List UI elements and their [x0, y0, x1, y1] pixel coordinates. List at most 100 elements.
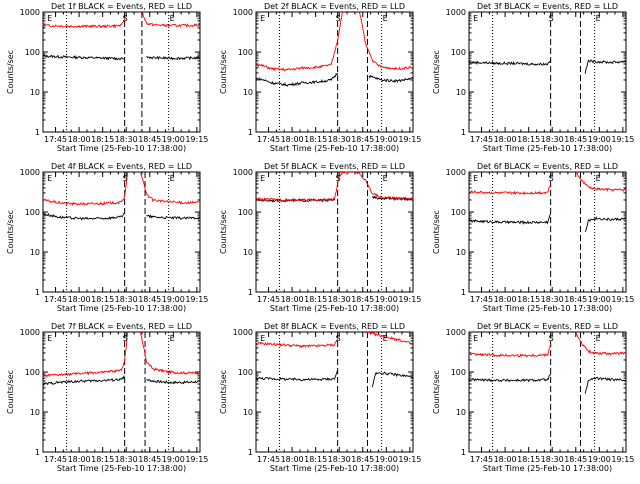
lld-series-line — [353, 171, 414, 201]
end-marker-label: E — [47, 14, 52, 23]
y-tick-label: 100 — [238, 48, 253, 57]
x-tick-label: 19:15 — [398, 295, 421, 304]
lld-series-line — [139, 172, 201, 205]
x-tick-label: 18:00 — [281, 295, 304, 304]
chart-svg: Det 7f BLACK = Events, RED = LLD 1 10 100 10… — [6, 322, 208, 473]
chart-panel-5: Det 5f BLACK = Events, RED = LLD 1 10 100 10… — [213, 160, 426, 320]
plot-frame — [468, 331, 627, 453]
x-tick-label: 19:15 — [611, 295, 634, 304]
y-tick-label: 1000 — [233, 168, 253, 177]
x-tick-label: 18:30 — [115, 295, 138, 304]
lld-series-line — [365, 331, 414, 345]
x-axis-label: Start Time (25-Feb-10 17:38:00) — [57, 464, 186, 473]
end-marker-label: E — [596, 334, 601, 343]
x-tick-label: 19:00 — [162, 135, 185, 144]
y-tick-label: 1 — [248, 448, 253, 457]
chart-panel-9: Det 9f BLACK = Events, RED = LLD 1 10 100 10… — [426, 320, 639, 480]
end-marker-label: E — [47, 174, 52, 183]
lld-series-line — [255, 11, 343, 72]
end-marker-label: E — [260, 174, 265, 183]
end-marker-label: E — [473, 334, 478, 343]
x-tick-label: 18:45 — [351, 455, 374, 464]
events-series-line — [146, 214, 201, 220]
x-tick-label: 19:00 — [375, 295, 398, 304]
y-tick-label: 10 — [456, 88, 466, 97]
x-tick-label: 19:15 — [398, 135, 421, 144]
start-marker-label: S — [336, 174, 341, 183]
y-tick-label: 10 — [456, 248, 466, 257]
events-series-line — [42, 375, 125, 387]
events-series-line — [146, 378, 201, 385]
x-axis-label: Start Time (25-Feb-10 17:38:00) — [483, 464, 612, 473]
chart-panel-6: Det 6f BLACK = Events, RED = LLD 1 10 100 10… — [426, 160, 639, 320]
x-tick-label: 18:45 — [564, 455, 587, 464]
x-tick-label: 17:45 — [44, 455, 67, 464]
start-marker-label: S — [549, 14, 554, 23]
y-tick-label: 100 — [25, 368, 40, 377]
x-axis-label: Start Time (25-Feb-10 17:38:00) — [57, 144, 186, 153]
end-marker-label: E — [596, 14, 601, 23]
x-axis-label: Start Time (25-Feb-10 17:38:00) — [270, 464, 399, 473]
y-tick-label: 100 — [451, 208, 466, 217]
y-tick-label: 1 — [461, 288, 466, 297]
end-marker-label: E — [473, 14, 478, 23]
x-tick-label: 18:45 — [351, 295, 374, 304]
y-tick-label: 10 — [243, 408, 253, 417]
x-tick-label: 18:45 — [138, 455, 161, 464]
end-marker-label: E — [170, 14, 175, 23]
x-tick-label: 17:45 — [257, 135, 280, 144]
x-tick-label: 18:45 — [564, 135, 587, 144]
end-marker-label: E — [170, 334, 175, 343]
plot-frame — [468, 171, 627, 293]
start-marker-label: S — [336, 334, 341, 343]
y-tick-label: 10 — [30, 88, 40, 97]
y-tick-label: 1 — [35, 448, 40, 457]
end-marker-label: E — [596, 174, 601, 183]
chart-panel-1: Det 1f BLACK = Events, RED = LLD 1 10 100 10… — [0, 0, 213, 160]
start-marker-label: S — [549, 334, 554, 343]
y-tick-label: 1000 — [233, 8, 253, 17]
y-axis-label: Counts/sec — [219, 50, 228, 94]
events-series-line — [42, 212, 125, 221]
y-tick-label: 1 — [461, 448, 466, 457]
y-tick-label: 1 — [248, 288, 253, 297]
x-tick-label: 18:00 — [494, 455, 517, 464]
end-marker-label: E — [383, 14, 388, 23]
x-tick-label: 18:15 — [91, 455, 114, 464]
y-tick-label: 100 — [25, 48, 40, 57]
chart-title: Det 9f BLACK = Events, RED = LLD — [477, 322, 618, 331]
y-tick-label: 1 — [35, 288, 40, 297]
x-tick-label: 18:15 — [304, 455, 327, 464]
x-tick-label: 19:00 — [588, 455, 611, 464]
x-tick-label: 18:00 — [68, 135, 91, 144]
y-tick-label: 10 — [456, 408, 466, 417]
chart-panel-8: Det 8f BLACK = Events, RED = LLD 1 10 100 10… — [213, 320, 426, 480]
plot-frame — [42, 331, 201, 453]
x-tick-label: 19:00 — [588, 295, 611, 304]
chart-title: Det 7f BLACK = Events, RED = LLD — [51, 322, 192, 331]
x-tick-label: 17:45 — [470, 295, 493, 304]
x-tick-label: 19:15 — [611, 135, 634, 144]
plot-frame — [255, 331, 414, 453]
y-tick-label: 100 — [451, 48, 466, 57]
lld-series-line — [468, 343, 552, 358]
lld-series-line — [42, 331, 129, 378]
x-tick-label: 18:30 — [115, 135, 138, 144]
events-series-line — [468, 373, 552, 383]
y-axis-label: Counts/sec — [6, 370, 15, 414]
chart-title: Det 6f BLACK = Events, RED = LLD — [477, 162, 618, 171]
x-tick-label: 18:15 — [91, 135, 114, 144]
x-tick-label: 17:45 — [257, 295, 280, 304]
chart-title: Det 3f BLACK = Events, RED = LLD — [477, 2, 618, 11]
y-axis-label: Counts/sec — [6, 50, 15, 94]
x-tick-label: 18:30 — [541, 455, 564, 464]
chart-title: Det 4f BLACK = Events, RED = LLD — [51, 162, 192, 171]
chart-title: Det 8f BLACK = Events, RED = LLD — [264, 322, 405, 331]
y-axis-label: Counts/sec — [219, 210, 228, 254]
x-tick-label: 19:00 — [588, 135, 611, 144]
x-tick-label: 17:45 — [470, 135, 493, 144]
x-tick-label: 19:00 — [375, 455, 398, 464]
y-tick-label: 1 — [35, 128, 40, 137]
y-tick-label: 10 — [30, 248, 40, 257]
